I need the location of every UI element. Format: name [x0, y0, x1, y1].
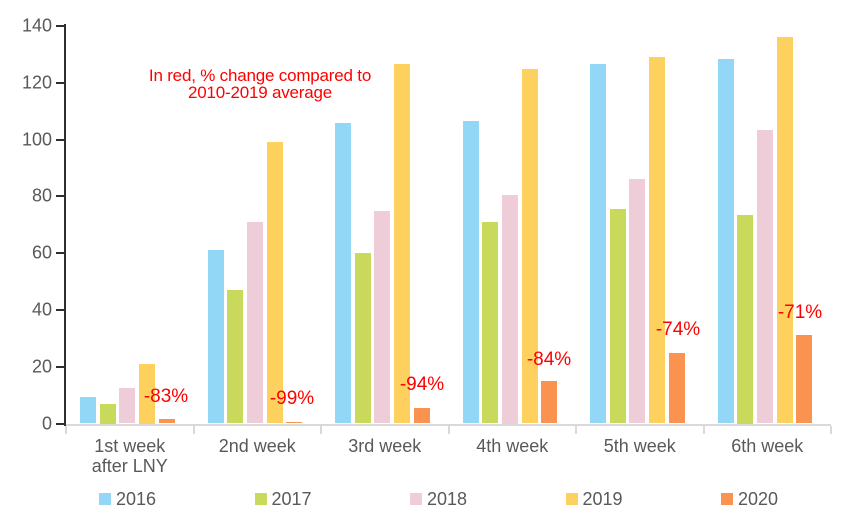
bar-2019-3rd-week	[394, 64, 411, 424]
y-axis-tick	[56, 365, 64, 368]
bar-2019-1st-week-after-lny	[139, 363, 156, 424]
bar-2020-5th-week	[668, 352, 685, 424]
pct-change-label-1st-week-after-lny: -83%	[143, 386, 189, 407]
bar-2017-4th-week	[482, 221, 499, 424]
bar-2016-1st-week-after-lny	[80, 396, 96, 424]
x-axis-category-label: 6th week	[731, 436, 803, 456]
bar-2020-4th-week	[541, 380, 558, 424]
chart-note: In red, % change compared to 2010-2019 a…	[120, 67, 400, 101]
y-axis-tick	[56, 25, 64, 27]
legend-label-2017: 2017	[271, 488, 312, 509]
bar-2018-3rd-week	[374, 210, 391, 424]
pct-change-label-5th-week: -74%	[655, 319, 701, 340]
y-axis-tick-label: 80	[31, 185, 52, 206]
y-axis-tick-label: 60	[31, 242, 52, 263]
bar-2016-2nd-week	[207, 250, 224, 424]
bar-2017-5th-week	[609, 209, 626, 424]
y-axis-tick-label: 0	[41, 413, 52, 433]
bar-2019-4th-week	[521, 68, 538, 424]
pct-change-label-6th-week: -71%	[777, 302, 823, 323]
legend-swatch-2019	[565, 493, 578, 505]
bar-2017-3rd-week	[354, 253, 371, 424]
x-axis-category-label-line: 5th week	[603, 436, 676, 456]
y-axis-tick	[56, 308, 64, 311]
bar-2016-6th-week	[717, 58, 734, 424]
bar-2016-5th-week	[590, 64, 606, 424]
bar-2018-2nd-week	[246, 221, 263, 424]
bar-2017-6th-week	[737, 214, 754, 424]
x-axis-tick	[830, 425, 832, 434]
bar-2016-4th-week	[462, 121, 479, 424]
legend-swatch-2020	[721, 493, 733, 505]
y-axis-tick-label: 140	[21, 15, 52, 36]
x-axis-category-label-line: 6th week	[731, 436, 804, 456]
x-axis-category-label-line: 1st week	[94, 436, 166, 456]
bar-2018-5th-week	[629, 179, 646, 424]
x-axis-category-label-line: 2nd week	[218, 436, 296, 456]
bar-2016-3rd-week	[335, 122, 351, 424]
pct-change-label-2nd-week: -99%	[269, 388, 315, 409]
pct-change-label-3rd-week: -94%	[399, 374, 445, 395]
x-axis-tick	[65, 425, 67, 434]
bar-2020-3rd-week	[413, 408, 430, 424]
x-axis-tick	[447, 425, 450, 434]
legend-swatch-2018	[410, 493, 422, 505]
x-axis-tick	[575, 425, 577, 434]
x-axis-category-label: 5th week	[604, 436, 676, 456]
bar-2019-2nd-week	[266, 142, 283, 424]
x-axis-tick	[320, 425, 322, 434]
pct-change-label-4th-week: -84%	[526, 349, 572, 370]
legend-label-2016: 2016	[116, 488, 157, 509]
y-axis-tick-label: 20	[31, 356, 52, 377]
y-axis-tick	[56, 195, 64, 198]
y-axis-tick-label: 120	[21, 72, 52, 93]
x-axis-category-label-line: 3rd week	[348, 436, 422, 456]
bar-2018-6th-week	[756, 129, 773, 424]
x-axis-category-label-line: after LNY	[91, 456, 168, 476]
legend-label-2019: 2019	[582, 488, 623, 509]
chart-note-line1: In red, % change compared to	[148, 66, 372, 85]
x-axis-line	[66, 423, 831, 426]
y-axis-tick-label: 40	[31, 299, 52, 320]
bar-2017-1st-week-after-lny	[99, 403, 116, 424]
y-axis-tick	[56, 252, 64, 255]
legend-item-2018: 2018	[410, 488, 467, 510]
y-axis-tick	[56, 422, 64, 425]
legend-swatch-2017	[254, 493, 267, 505]
y-axis-line	[64, 24, 66, 426]
x-axis-tick	[702, 425, 705, 434]
bar-2020-2nd-week	[286, 422, 303, 424]
x-axis-tick	[192, 425, 195, 434]
legend-swatch-2016	[99, 493, 111, 505]
bar-2019-6th-week	[776, 37, 793, 424]
x-axis-category-label: 3rd week	[348, 436, 421, 456]
x-axis-category-label: 2nd week	[219, 436, 296, 456]
bar-2020-1st-week-after-lny	[158, 418, 175, 424]
chart-note-line2: 2010-2019 average	[187, 83, 333, 102]
bar-2018-4th-week	[501, 194, 518, 424]
legend-label-2020: 2020	[738, 488, 779, 509]
bar-2017-2nd-week	[227, 290, 244, 424]
x-axis-category-label: 4th week	[476, 436, 548, 456]
legend-item-2017: 2017	[254, 488, 312, 510]
y-axis-tick	[56, 138, 64, 141]
y-axis-tick	[56, 81, 64, 84]
y-axis-tick-label: 100	[21, 129, 52, 150]
legend-item-2020: 2020	[721, 488, 778, 510]
legend-item-2016: 2016	[99, 488, 156, 510]
legend-item-2019: 2019	[565, 488, 623, 510]
x-axis-category-label-line: 4th week	[476, 436, 549, 456]
bar-2018-1st-week-after-lny	[119, 388, 136, 424]
legend-label-2018: 2018	[427, 488, 468, 509]
bar-2020-6th-week	[796, 335, 813, 424]
x-axis-category-label: 1st week after LNY	[92, 436, 168, 476]
bar-2019-5th-week	[649, 57, 666, 424]
